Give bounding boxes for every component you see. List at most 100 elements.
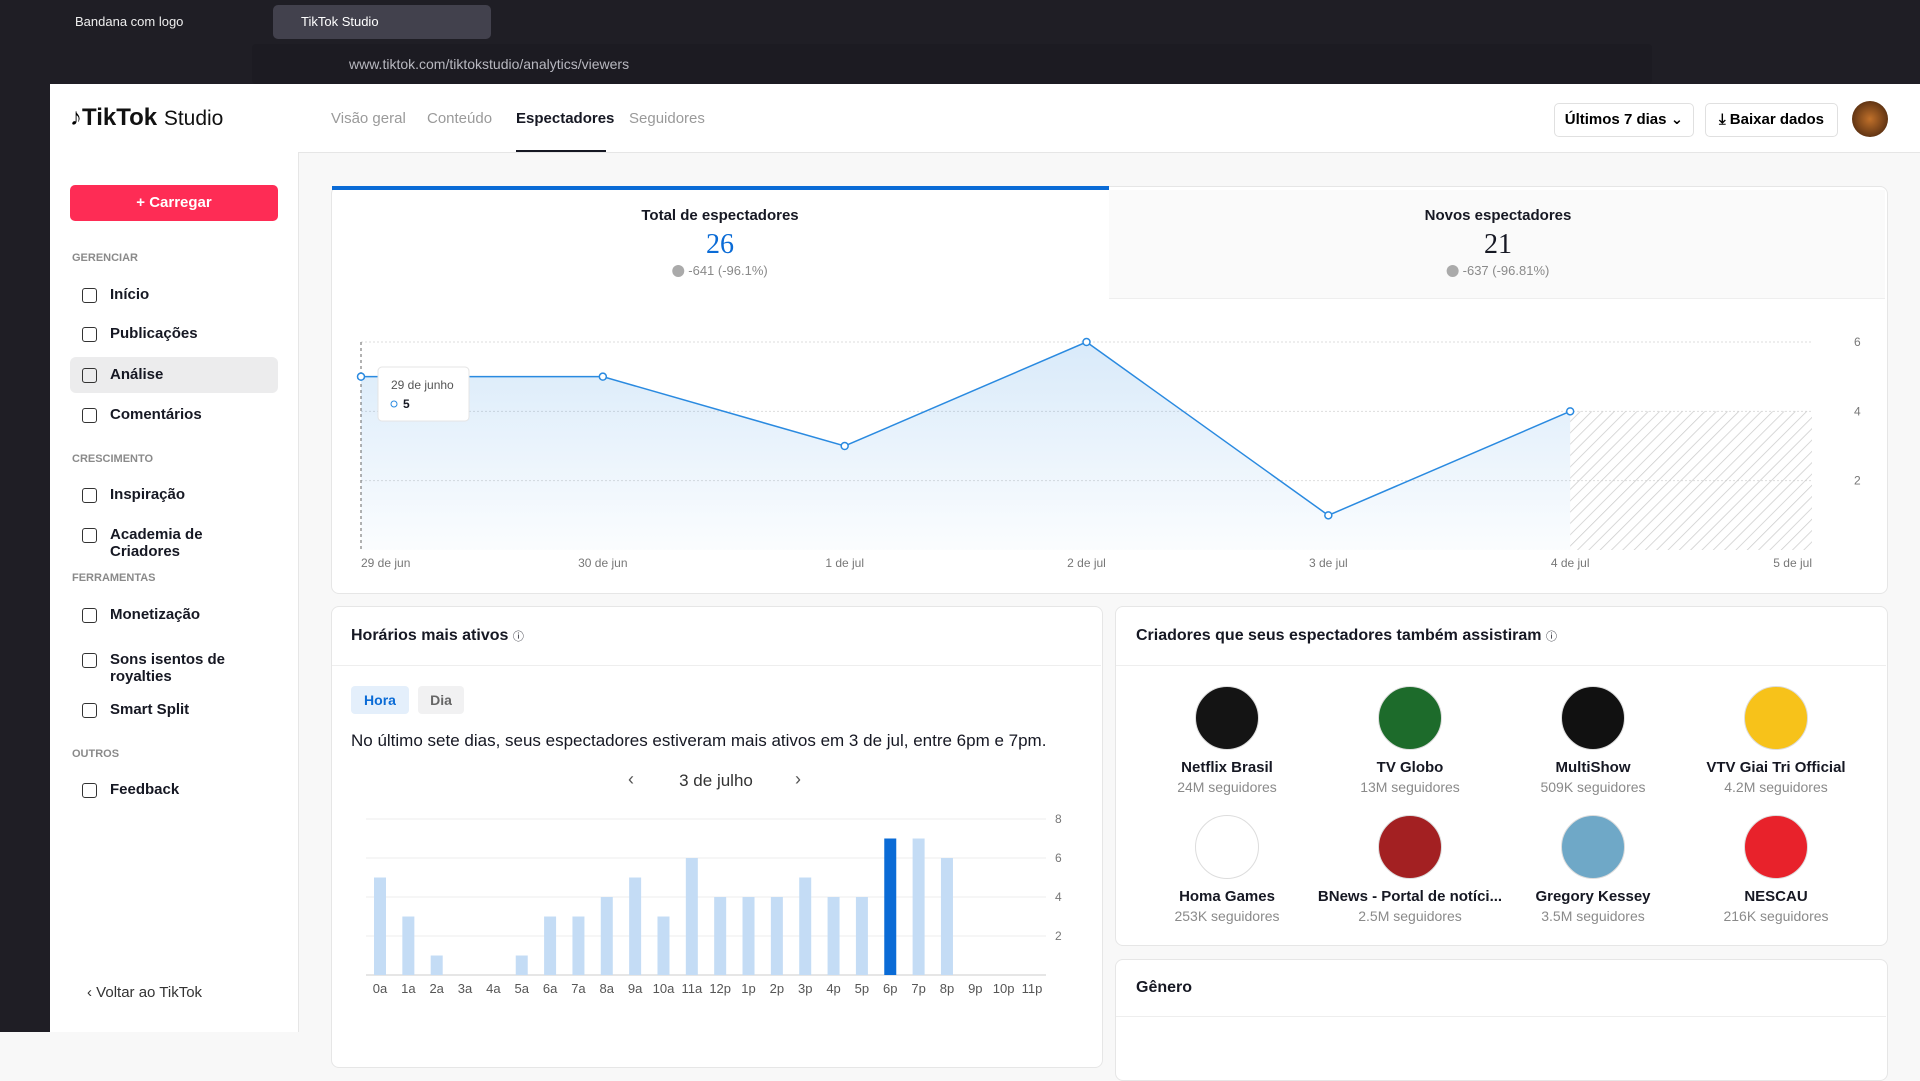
upload-button[interactable]: + Carregar <box>70 185 278 221</box>
logo-text: TikTok <box>82 104 158 131</box>
creator-followers: 509K seguidores <box>1540 779 1646 795</box>
nav-item[interactable]: Início <box>110 286 150 303</box>
creator-name[interactable]: Gregory Kessey <box>1535 888 1651 905</box>
creator-avatar[interactable] <box>1195 815 1259 879</box>
range-select[interactable]: Últimos 7 dias ⌄ <box>1554 103 1694 137</box>
date-label: 3 de julho <box>679 771 753 790</box>
nav-item[interactable]: Monetização <box>110 606 201 623</box>
header-tab[interactable]: Espectadores <box>516 110 615 127</box>
creator-followers: 3.5M seguidores <box>1541 908 1645 924</box>
nav-item[interactable]: Sons isentos de royalties <box>110 651 226 685</box>
section-title: CRESCIMENTO <box>72 453 154 465</box>
card-title: Gênero <box>1136 979 1193 996</box>
card-title: Criadores que seus espectadores também a… <box>1136 627 1557 644</box>
logo-suffix: Studio <box>163 107 224 130</box>
creator-avatar[interactable] <box>1195 686 1259 750</box>
card-title-text: Criadores que seus espectadores também a… <box>1136 627 1542 644</box>
header-tab[interactable]: Seguidores <box>629 110 705 127</box>
nav-item[interactable]: Smart Split <box>110 701 190 718</box>
creator-name[interactable]: TV Globo <box>1376 759 1444 776</box>
back-text: Voltar ao TikTok <box>96 984 203 1001</box>
metric-change-text: -637 (-96.81%) <box>1462 263 1550 278</box>
creator-avatar[interactable] <box>1744 815 1808 879</box>
nav-active-bg <box>70 357 278 393</box>
creator-followers: 13M seguidores <box>1360 779 1460 795</box>
creator-avatar[interactable] <box>1561 686 1625 750</box>
gender-card <box>1115 959 1888 1081</box>
metric-value: 26 <box>706 229 734 260</box>
nav-icon <box>82 408 97 423</box>
url[interactable]: www.tiktok.com/tiktokstudio/analytics/vi… <box>349 56 630 72</box>
divider <box>1116 1016 1886 1017</box>
card-title-text: Horários mais ativos <box>351 627 509 644</box>
divider <box>1116 665 1886 666</box>
creator-avatar[interactable] <box>1378 686 1442 750</box>
toggle[interactable]: Dia <box>418 686 464 714</box>
browser-sidebar <box>0 84 50 1032</box>
creator-avatar[interactable] <box>1378 815 1442 879</box>
toggle-active[interactable]: Hora <box>351 686 409 714</box>
nav-icon <box>82 608 97 623</box>
nav-icon <box>82 368 97 383</box>
download-button[interactable]: ⤓ Baixar dados <box>1705 103 1838 137</box>
active-hours-card <box>331 606 1103 1068</box>
summary: No último sete dias, seus espectadores e… <box>351 731 1047 750</box>
creator-name[interactable]: BNews - Portal de notíci... <box>1317 888 1503 905</box>
back-link[interactable]: ‹ Voltar ao TikTok <box>87 984 203 1001</box>
nav-item[interactable]: Comentários <box>110 406 202 423</box>
header-tab[interactable]: Conteúdo <box>427 110 493 127</box>
creator-name[interactable]: NESCAU <box>1744 888 1808 905</box>
metric-change: -637 (-96.81%) <box>1446 263 1550 278</box>
section-title: OUTROS <box>72 748 120 760</box>
nav-item[interactable]: Academia de Criadores <box>110 526 203 560</box>
nav-item[interactable]: Análise <box>110 366 164 383</box>
nav-item[interactable]: Inspiração <box>110 486 186 503</box>
creator-followers: 24M seguidores <box>1177 779 1277 795</box>
nav-icon <box>82 528 97 543</box>
metric-change-text: -641 (-96.1%) <box>688 263 768 278</box>
nav-icon <box>82 288 97 303</box>
nav-icon <box>82 783 97 798</box>
metric-inactive-bg <box>1109 190 1885 299</box>
section-title: FERRAMENTAS <box>72 572 156 584</box>
creator-followers: 4.2M seguidores <box>1724 779 1828 795</box>
creator-followers: 253K seguidores <box>1174 908 1280 924</box>
logo[interactable]: ♪TikTok Studio <box>70 104 224 131</box>
next-arrow[interactable]: › <box>795 769 801 789</box>
nav-icon <box>82 327 97 342</box>
avatar[interactable] <box>1852 101 1888 137</box>
metric-change: -641 (-96.1%) <box>672 263 768 278</box>
download-text: Baixar dados <box>1729 111 1825 128</box>
nav-item[interactable]: Publicações <box>110 325 198 342</box>
metric-label: Total de espectadores <box>641 207 799 224</box>
metric-active-bar <box>332 186 1109 190</box>
creator-avatar[interactable] <box>1561 815 1625 879</box>
nav-item[interactable]: Feedback <box>110 781 180 798</box>
header-tab-underline <box>516 150 606 152</box>
creator-name[interactable]: VTV Giai Tri Official <box>1706 759 1846 776</box>
creator-name[interactable]: Netflix Brasil <box>1181 759 1273 776</box>
metric-value: 21 <box>1484 229 1512 260</box>
creator-name[interactable]: MultiShow <box>1555 759 1631 776</box>
nav-icon <box>82 703 97 718</box>
prev-arrow[interactable]: ‹ <box>628 769 634 789</box>
sidebar <box>50 84 299 1032</box>
metric-label: Novos espectadores <box>1424 207 1572 224</box>
nav-icon <box>82 653 97 668</box>
header-tab[interactable]: Visão geral <box>331 110 406 127</box>
address-bar[interactable] <box>252 44 1652 84</box>
creator-avatar[interactable] <box>1744 686 1808 750</box>
creator-followers: 216K seguidores <box>1723 908 1829 924</box>
tab[interactable]: Bandana com logo <box>75 14 184 29</box>
range-text: Últimos 7 dias <box>1564 111 1667 128</box>
creators-card <box>1115 606 1888 946</box>
section-title: GERENCIAR <box>72 252 139 264</box>
creator-followers: 2.5M seguidores <box>1358 908 1462 924</box>
nav-icon <box>82 488 97 503</box>
creator-name[interactable]: Homa Games <box>1179 888 1275 905</box>
tab-active[interactable]: TikTok Studio <box>273 5 491 39</box>
card-title: Horários mais ativos ⓘ <box>351 627 524 644</box>
divider <box>332 665 1101 666</box>
